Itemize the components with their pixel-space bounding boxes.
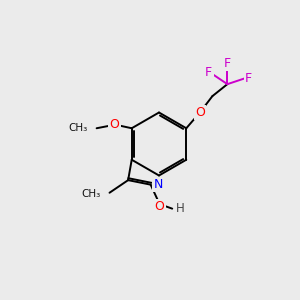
Text: O: O	[155, 200, 165, 213]
Text: N: N	[154, 178, 163, 191]
Text: CH₃: CH₃	[81, 189, 101, 199]
Text: F: F	[245, 72, 252, 85]
Text: F: F	[205, 66, 212, 79]
Text: H: H	[176, 202, 184, 215]
Text: CH₃: CH₃	[68, 123, 88, 133]
Text: O: O	[110, 118, 120, 131]
Text: O: O	[195, 106, 205, 119]
Text: F: F	[224, 57, 231, 70]
